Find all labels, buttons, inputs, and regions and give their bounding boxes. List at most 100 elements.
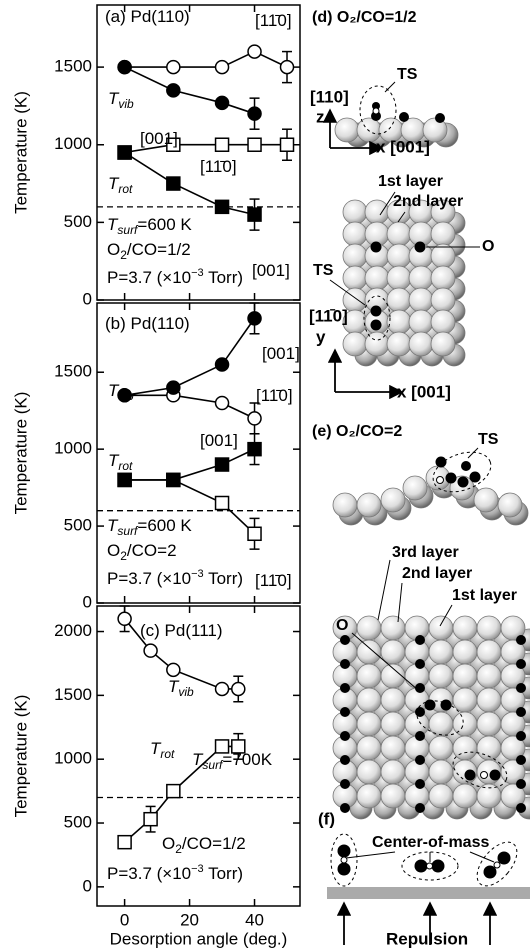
annotation-rest: /CO=1/2 [182,834,246,853]
oxygen-atom [446,473,457,484]
oxygen-atom [516,635,526,645]
atom [381,616,405,640]
atom [431,288,455,312]
diagram-label: 1st layer [452,587,517,604]
annotation-text: (b) Pd(110) [105,314,190,333]
point [248,208,261,221]
diagram-label: Center-of-mass [372,834,489,851]
atom [477,616,501,640]
annotation-subscript: surf [202,758,224,772]
atom [431,222,455,246]
diagram-label: TS [313,262,334,279]
annotation-superscript: −3 [191,863,204,875]
point [248,443,261,456]
point [248,107,261,120]
atom [333,493,357,517]
annotation-subscript: rot [118,182,133,196]
annotation: P=3.7 (×10−3 Torr) [107,267,243,288]
atom [387,332,411,356]
annotation-rest: /CO=2 [127,541,177,560]
point [167,381,180,394]
oxygen-atom [490,770,501,781]
annotation-text: O [107,541,120,560]
page: {"chart_data": [ {"type": "line", "ylabe… [0,0,530,950]
annotation: [001] [140,129,178,148]
atom [365,200,389,224]
annotation-rest: Torr) [204,569,243,588]
atom [477,664,501,688]
series-line [125,52,287,68]
atom [453,736,477,760]
oxygen-atom [415,779,425,789]
annotation-subscript: surf [117,524,139,538]
co-carbon [481,772,488,779]
y-tick-label: 500 [64,212,92,231]
diagram-label: 2nd layer [402,565,472,582]
y-tick-label: 2000 [54,621,92,640]
series-line [125,67,255,114]
point [281,138,294,151]
oxygen-atom [516,755,526,765]
x-axis-label: Desorption angle (deg.) [110,929,288,948]
y-tick-label: 1000 [54,439,92,458]
oxygen-atom [516,803,526,813]
annotation-superscript: −3 [191,267,204,279]
annotation-subscript: rot [160,747,175,761]
atom [453,784,477,808]
annotation: Trot [108,174,133,196]
annotation-rest: Torr) [204,864,243,883]
atom [409,332,433,356]
atom [381,712,405,736]
point [167,177,180,190]
annotation: Tsurf=600 K [107,215,192,237]
point [216,682,229,695]
atom [409,266,433,290]
point [167,473,180,486]
annotation: (b) Pd(110) [105,314,190,333]
annotation: O2/CO=2 [107,541,177,563]
y-axis-label: Temperature (K) [11,695,30,818]
annotation-subscript: rot [118,459,133,473]
oxygen-atom [516,779,526,789]
atom [381,784,405,808]
atom [474,488,498,512]
annotation-rest: /CO=1/2 [127,240,191,259]
oxygen-atom [458,477,469,488]
oxygen-atom [415,803,425,813]
diagram-label: TS [478,431,499,448]
atom [431,310,455,334]
annotation: [11̄0] [255,571,292,590]
atom [431,266,455,290]
annotation-subscript: surf [117,223,139,237]
atom [343,200,367,224]
oxygen-atom [371,320,382,331]
annotation-text: [001] [140,129,178,148]
atom [477,688,501,712]
annotation-rest: =600 K [137,516,192,535]
point [248,412,261,425]
oxygen-atom [415,635,425,645]
co-carbon [437,477,444,484]
point [248,45,261,58]
annotation-rest: =600 K [137,215,192,234]
annotation: P=3.7 (×10−3 Torr) [107,863,243,884]
annotation: [11̄0] [256,386,293,405]
y-tick-label: 1500 [54,685,92,704]
atom [357,736,381,760]
annotation-text: (a) Pd(110) [105,7,190,26]
y-tick-label: 1500 [54,362,92,381]
oxygen-atom [441,700,452,711]
annotation-superscript: −3 [191,568,204,580]
oxygen-atom [516,707,526,717]
annotation-text: (c) Pd(111) [140,621,223,640]
point [216,96,229,109]
point [118,473,131,486]
x-tick-label: 0 [120,910,129,929]
oxygen-atom [516,731,526,741]
atom [343,266,367,290]
y-tick-label: 0 [83,876,92,895]
x-tick-label: 20 [180,910,199,929]
diagram-label: [11̄0] [309,306,348,325]
annotation: Tvib [168,677,194,699]
annotation-text: [11̄0] [200,157,237,176]
